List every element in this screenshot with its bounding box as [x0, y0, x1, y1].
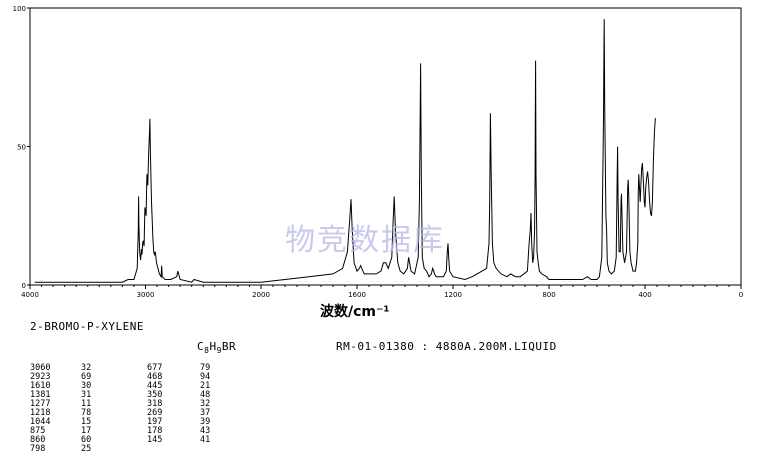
- formula-h-sub: 9: [216, 346, 222, 355]
- peak-wavenumber: 269: [147, 408, 163, 418]
- peak-wavenumber: 197: [147, 417, 163, 427]
- peak-wavenumber: 677: [147, 363, 163, 373]
- x-tick-label: 1600: [348, 291, 366, 299]
- peak-wavenumber: 1610: [30, 381, 51, 391]
- peak-wavenumber: 350: [147, 390, 163, 400]
- y-tick-label: 100: [13, 5, 26, 13]
- x-tick-label: 1200: [444, 291, 462, 299]
- peak-intensity: 30: [81, 381, 92, 391]
- peak-intensity: 94: [200, 372, 211, 382]
- reference-code: RM-01-01380 : 4880A.200M.LIQUID: [336, 340, 557, 353]
- peak-intensity: 15: [81, 417, 92, 427]
- peak-wavenumber: 1218: [30, 408, 51, 418]
- peak-intensity: 39: [200, 417, 211, 427]
- peak-intensity: 11: [81, 399, 92, 409]
- x-tick-label: 800: [542, 291, 555, 299]
- y-axis: 100 50 0: [13, 5, 30, 290]
- peak-wavenumber: 2923: [30, 372, 51, 382]
- peak-wavenumber: 1277: [30, 399, 51, 409]
- formula-h: H: [209, 340, 217, 353]
- peak-intensity: 31: [81, 390, 92, 400]
- peak-wavenumber: 468: [147, 372, 163, 382]
- peak-intensity: 37: [200, 408, 211, 418]
- peak-intensity: 32: [200, 399, 211, 409]
- peak-table: 3060 32 2923 69 1610 30 1381 31 1277 11 1218 78 1044…: [30, 364, 330, 464]
- x-tick-label: 3000: [137, 291, 155, 299]
- peak-wavenumber: 1381: [30, 390, 51, 400]
- x-axis-label: 波数/cm⁻¹: [320, 304, 390, 320]
- compound-name: 2-BROMO-P-XYLENE: [30, 320, 144, 333]
- peak-intensity: 32: [81, 363, 92, 373]
- peak-intensity: 48: [200, 390, 211, 400]
- formula-rest: BR: [221, 340, 237, 353]
- watermark: 物竞数据库: [285, 223, 445, 258]
- peak-wavenumber: 178: [147, 426, 163, 436]
- peak-intensity: 78: [81, 408, 92, 418]
- peak-intensity: 25: [81, 444, 92, 454]
- peak-intensity: 21: [200, 381, 211, 391]
- peak-intensity: 17: [81, 426, 92, 436]
- peak-wavenumber: 145: [147, 435, 163, 445]
- peak-wavenumber: 1044: [30, 417, 51, 427]
- formula-c-sub: 8: [204, 346, 210, 355]
- formula-c: C: [197, 340, 205, 353]
- x-tick-label: 400: [638, 291, 651, 299]
- peak-intensity: 79: [200, 363, 211, 373]
- x-tick-label: 0: [739, 291, 743, 299]
- x-tick-label: 2000: [252, 291, 270, 299]
- peak-intensity: 41: [200, 435, 211, 445]
- x-axis: 4000 3000 2000 1600 1200 800 400 0: [21, 285, 743, 299]
- y-tick-label: 0: [22, 282, 26, 290]
- peak-wavenumber: 875: [30, 426, 46, 436]
- spectrum-line: [34, 19, 656, 283]
- molecular-formula: C8H9BR: [197, 341, 236, 356]
- peak-intensity: 69: [81, 372, 92, 382]
- peak-wavenumber: 3060: [30, 363, 51, 373]
- peak-wavenumber: 318: [147, 399, 163, 409]
- peak-wavenumber: 445: [147, 381, 163, 391]
- x-tick-label: 4000: [21, 291, 39, 299]
- peak-wavenumber: 860: [30, 435, 46, 445]
- peak-wavenumber: 798: [30, 444, 46, 454]
- y-tick-label: 50: [17, 144, 26, 152]
- peak-intensity: 43: [200, 426, 211, 436]
- peak-intensity: 60: [81, 435, 92, 445]
